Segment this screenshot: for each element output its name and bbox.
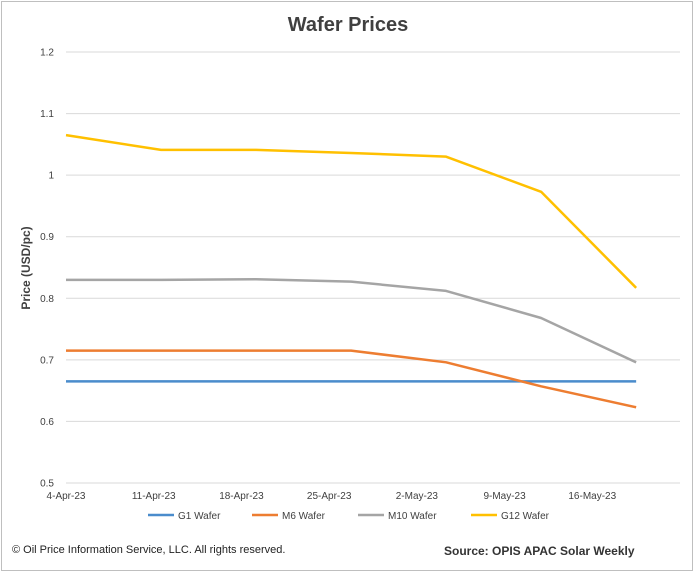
legend-entry: G1 Wafer <box>148 511 221 522</box>
series-lines <box>65 133 638 409</box>
y-tick-label: 0.6 <box>40 417 54 428</box>
series-line-g12-wafer <box>65 133 638 289</box>
legend-label: G12 Wafer <box>501 511 550 522</box>
legend-entry: G12 Wafer <box>471 511 550 522</box>
y-tick-label: 1 <box>48 171 54 182</box>
legend-label: M10 Wafer <box>388 511 437 522</box>
x-tick-label: 18-Apr-23 <box>219 491 264 502</box>
legend-label: M6 Wafer <box>282 511 326 522</box>
series-line-m6-wafer <box>66 349 637 409</box>
x-tick-label: 4-Apr-23 <box>47 491 86 502</box>
y-tick-label: 0.5 <box>40 479 54 490</box>
y-tick-label: 0.7 <box>40 355 54 366</box>
y-axis-label: Price (USD/pc) <box>19 226 33 309</box>
legend: G1 Wafer M6 Wafer M10 Wafer G12 Wafer <box>148 511 550 522</box>
x-axis-ticks: 4-Apr-23 11-Apr-23 18-Apr-23 25-Apr-23 2-May… <box>47 491 617 502</box>
legend-entry: M10 Wafer <box>358 511 437 522</box>
y-axis-ticks: 0.5 0.6 0.7 0.8 0.9 1 1.1 1.2 <box>40 48 54 490</box>
y-tick-label: 1.1 <box>40 109 54 120</box>
gridlines <box>66 51 680 484</box>
x-tick-label: 25-Apr-23 <box>307 491 352 502</box>
chart-title: Wafer Prices <box>288 14 408 36</box>
y-tick-label: 1.2 <box>40 48 54 59</box>
legend-entry: M6 Wafer <box>252 511 326 522</box>
x-tick-label: 2-May-23 <box>396 491 439 502</box>
x-tick-label: 9-May-23 <box>483 491 526 502</box>
x-tick-label: 16-May-23 <box>568 491 616 502</box>
series-line-m10-wafer <box>66 277 637 364</box>
y-tick-label: 0.9 <box>40 232 54 243</box>
y-tick-label: 0.8 <box>40 294 54 305</box>
copyright-text: © Oil Price Information Service, LLC. Al… <box>12 544 286 556</box>
legend-label: G1 Wafer <box>178 511 221 522</box>
source-text: Source: OPIS APAC Solar Weekly <box>444 544 635 558</box>
x-tick-label: 11-Apr-23 <box>132 491 176 502</box>
